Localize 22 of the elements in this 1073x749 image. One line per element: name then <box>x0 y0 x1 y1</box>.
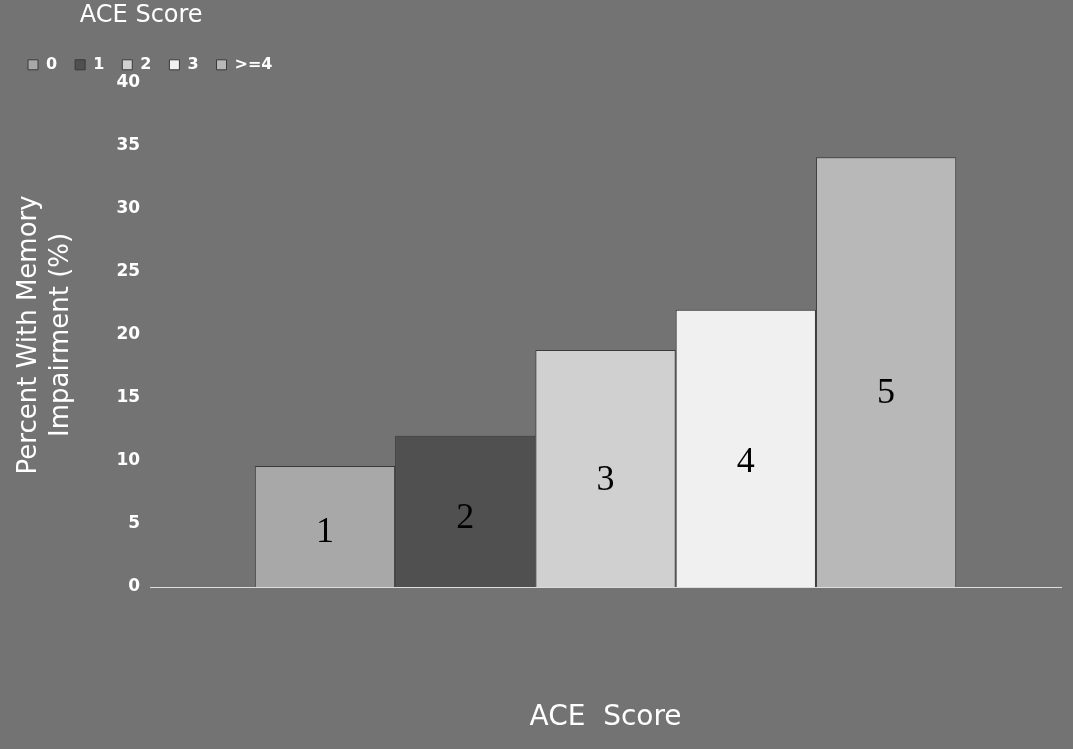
annotation: 1 <box>315 510 334 550</box>
annotation: 3 <box>596 457 615 498</box>
y-tick-label: 10 <box>116 449 141 470</box>
annotation: 4 <box>736 439 755 480</box>
x-axis-title: ACE Score <box>529 699 682 733</box>
annotation: 5 <box>877 371 896 412</box>
y-tick-label: 0 <box>128 575 141 596</box>
y-axis-title: Percent With Memory Impairment (%) <box>12 195 74 475</box>
y-tick-label: 15 <box>116 386 141 407</box>
legend-label: >=4 <box>234 53 273 73</box>
annotation: 2 <box>456 496 475 537</box>
y-tick-label: 35 <box>116 134 141 155</box>
y-tick-label: 25 <box>116 260 141 281</box>
y-tick-label: 5 <box>128 512 141 533</box>
legend-label: 0 <box>46 53 58 73</box>
y-tick-label: 30 <box>116 197 141 218</box>
legend-label: 1 <box>93 53 105 73</box>
y-tick-label: 20 <box>116 323 141 344</box>
legend-label: 2 <box>140 53 152 73</box>
legend-label: 3 <box>187 53 199 73</box>
legend-title: ACE Score <box>79 0 203 29</box>
y-tick-label: 40 <box>116 71 141 92</box>
